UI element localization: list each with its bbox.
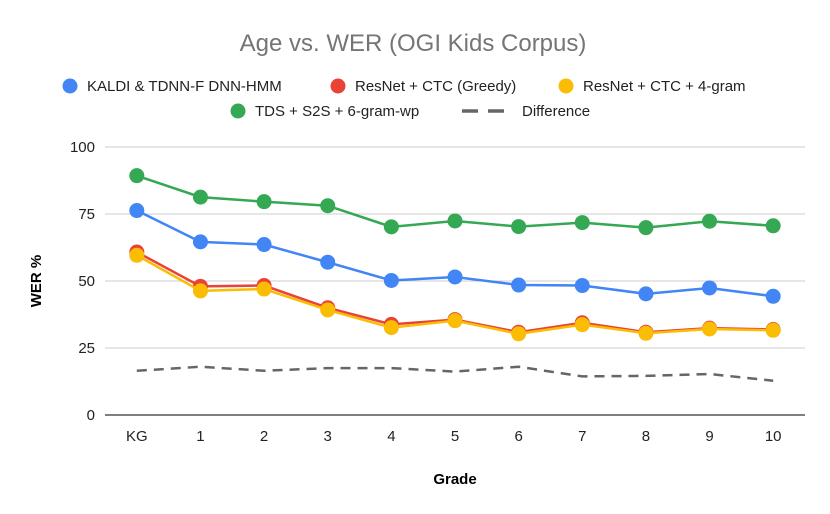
legend-label: ResNet + CTC + 4-gram <box>583 78 746 95</box>
x-tick-label: 7 <box>578 428 586 445</box>
data-point <box>702 213 718 229</box>
data-point <box>702 321 718 337</box>
data-point <box>383 272 399 288</box>
x-tick-label: 10 <box>765 428 782 445</box>
series-line <box>136 365 774 382</box>
data-point <box>765 288 781 304</box>
legend-label: TDS + S2S + 6-gram-wp <box>255 103 419 120</box>
series-resnet-ctc-4-gram <box>129 247 781 342</box>
data-point <box>256 281 272 297</box>
x-tick-label: 2 <box>260 428 268 445</box>
data-point <box>765 322 781 338</box>
x-tick-label: 4 <box>387 428 395 445</box>
series-difference <box>136 365 774 382</box>
y-axis-ticks: 0 25 50 75 100 <box>70 139 95 424</box>
data-point <box>320 198 336 214</box>
y-tick-label: 75 <box>78 206 95 223</box>
data-point <box>574 317 590 333</box>
y-tick-label: 50 <box>78 273 95 290</box>
data-point <box>574 215 590 231</box>
chart-title: Age vs. WER (OGI Kids Corpus) <box>240 30 587 57</box>
data-point <box>256 194 272 210</box>
data-point <box>192 283 208 299</box>
y-axis-title: WER % <box>28 255 45 308</box>
legend-label: KALDI & TDNN-F DNN-HMM <box>87 78 282 95</box>
data-point <box>765 218 781 234</box>
data-point <box>638 220 654 236</box>
data-point <box>511 326 527 342</box>
x-tick-label: 8 <box>642 428 650 445</box>
x-axis-ticks: KG 1 2 3 4 5 6 7 8 9 10 <box>126 428 782 445</box>
legend-swatch <box>558 78 574 94</box>
legend-item: KALDI & TDNN-F DNN-HMM <box>62 78 282 95</box>
data-point <box>192 189 208 205</box>
series-tds-s2s-6-gram-wp <box>129 168 781 236</box>
y-tick-label: 100 <box>70 139 95 156</box>
x-tick-label: KG <box>126 428 148 445</box>
legend-item: TDS + S2S + 6-gram-wp <box>230 103 419 120</box>
legend: KALDI & TDNN-F DNN-HMM ResNet + CTC (Gree… <box>62 78 746 120</box>
x-tick-label: 3 <box>324 428 332 445</box>
data-point <box>129 203 145 219</box>
legend-label: ResNet + CTC (Greedy) <box>355 78 516 95</box>
x-tick-label: 9 <box>705 428 713 445</box>
x-tick-label: 1 <box>196 428 204 445</box>
data-point <box>638 286 654 302</box>
plot-area <box>129 168 781 382</box>
y-tick-label: 25 <box>78 340 95 357</box>
data-point <box>447 269 463 285</box>
legend-swatch <box>62 78 78 94</box>
data-point <box>383 320 399 336</box>
x-tick-label: 6 <box>514 428 522 445</box>
data-point <box>383 219 399 235</box>
data-point <box>638 325 654 341</box>
legend-swatch <box>230 103 246 119</box>
data-point <box>129 247 145 263</box>
legend-label: Difference <box>522 103 590 120</box>
data-point <box>129 168 145 184</box>
x-tick-label: 5 <box>451 428 459 445</box>
data-point <box>511 219 527 235</box>
y-tick-label: 0 <box>87 407 95 424</box>
legend-item: ResNet + CTC + 4-gram <box>558 78 746 95</box>
data-point <box>447 213 463 229</box>
legend-item: Difference <box>462 103 590 120</box>
data-point <box>702 280 718 296</box>
data-point <box>320 302 336 318</box>
data-point <box>447 313 463 329</box>
x-axis-title: Grade <box>433 471 476 488</box>
data-point <box>192 234 208 250</box>
data-point <box>511 277 527 293</box>
data-point <box>320 254 336 270</box>
data-point <box>256 237 272 253</box>
legend-item: ResNet + CTC (Greedy) <box>330 78 516 95</box>
legend-swatch <box>330 78 346 94</box>
data-point <box>574 278 590 294</box>
series-kaldi-tdnn-f-dnn-hmm <box>129 203 781 304</box>
